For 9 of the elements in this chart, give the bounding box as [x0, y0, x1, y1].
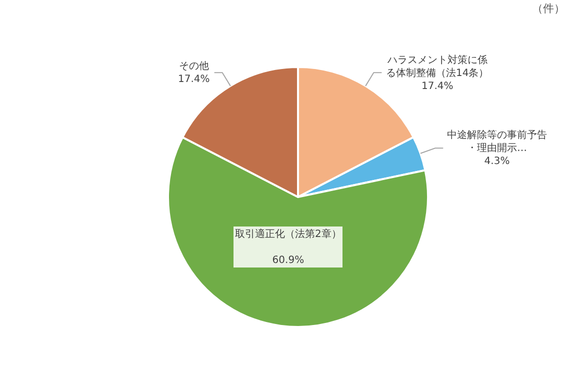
data-label: 4.3%: [484, 156, 510, 167]
text: （件）: [532, 2, 565, 15]
data-label: 17.4%: [421, 81, 454, 92]
slice-label: 中途解除等の事前予告・理由開示…: [447, 129, 547, 154]
slice-label: 取引適正化（法第2章）: [235, 228, 342, 240]
data-label: 17.4%: [178, 74, 210, 85]
slice-label: その他: [178, 60, 209, 72]
data-label: 60.9%: [272, 255, 304, 266]
slice-label: ハラスメント対策に係る体制整備（法14条）: [386, 54, 489, 79]
